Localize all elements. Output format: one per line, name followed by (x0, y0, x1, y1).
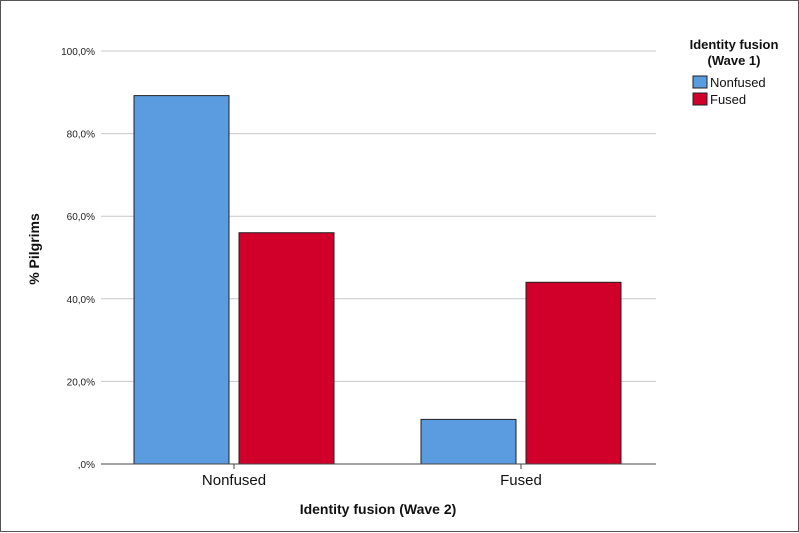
x-category-label: Fused (500, 472, 542, 489)
legend-title-line-1: Identity fusion (690, 37, 779, 52)
legend-swatch-nonfused (692, 75, 708, 89)
y-tick-label: 80,0% (67, 130, 95, 141)
y-tick-label: 40,0% (67, 295, 95, 306)
y-tick-label: 20,0% (67, 377, 95, 388)
x-axis-title: Identity fusion (Wave 2) (300, 501, 457, 517)
y-tick-labels: ,0% 20,0% 40,0% 60,0% 80,0% 100,0% (61, 47, 95, 471)
bars (133, 95, 622, 465)
legend-swatch-fused (692, 92, 708, 106)
bar-nonfused-nonfused (133, 95, 230, 465)
y-axis-title: % Pilgrims (26, 213, 42, 285)
legend: Identity fusion (Wave 1) Nonfused Fused (690, 37, 779, 107)
x-category-labels: Nonfused Fused (202, 472, 542, 489)
y-tick-label: 60,0% (67, 212, 95, 223)
bar-fused-fused (525, 281, 622, 465)
legend-label-nonfused: Nonfused (710, 75, 766, 90)
x-category-label: Nonfused (202, 472, 266, 489)
legend-label-fused: Fused (710, 92, 746, 107)
y-tick-label: ,0% (78, 460, 95, 471)
legend-items: Nonfused Fused (692, 75, 766, 107)
bar-nonfused-fused (238, 232, 335, 465)
bar-fused-nonfused (420, 418, 517, 465)
y-tick-label: 100,0% (61, 47, 95, 58)
x-axis (101, 463, 656, 469)
legend-title-line-2: (Wave 1) (708, 53, 761, 68)
